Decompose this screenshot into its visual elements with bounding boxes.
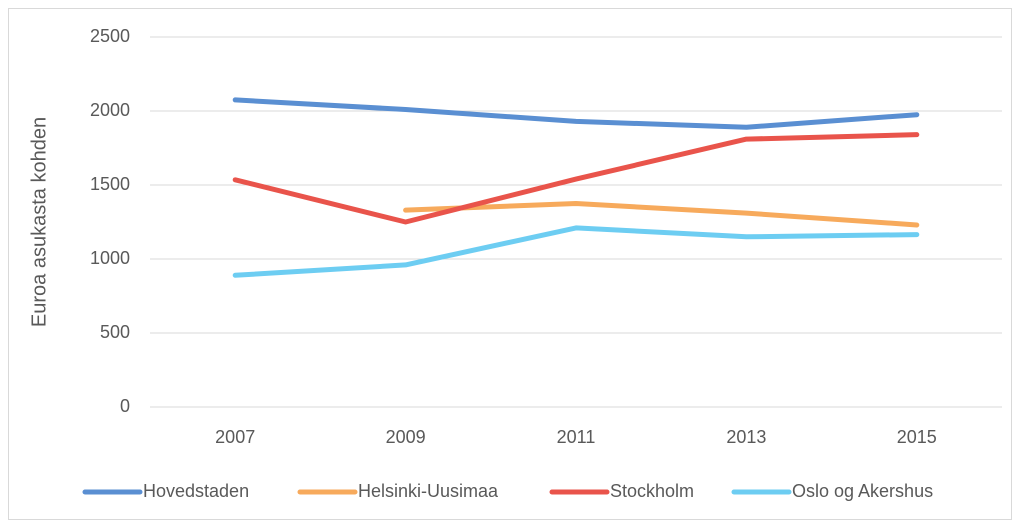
y-tick-label: 500 bbox=[100, 322, 130, 342]
x-tick-label: 2007 bbox=[215, 427, 255, 447]
line-series bbox=[403, 201, 920, 228]
x-tick-label: 2013 bbox=[726, 427, 766, 447]
line-series bbox=[232, 132, 920, 225]
legend-label: Helsinki-Uusimaa bbox=[358, 481, 499, 501]
y-tick-label: 2000 bbox=[90, 100, 130, 120]
line-series bbox=[232, 97, 920, 130]
y-tick-label: 1000 bbox=[90, 248, 130, 268]
x-tick-label: 2015 bbox=[897, 427, 937, 447]
legend-label: Hovedstaden bbox=[143, 481, 249, 501]
y-tick-label: 0 bbox=[120, 396, 130, 416]
y-tick-label: 2500 bbox=[90, 26, 130, 46]
x-tick-label: 2009 bbox=[386, 427, 426, 447]
legend-label: Oslo og Akershus bbox=[792, 481, 933, 501]
x-tick-label: 2011 bbox=[557, 427, 596, 447]
chart-border bbox=[8, 8, 1012, 520]
legend-label: Stockholm bbox=[610, 481, 694, 501]
line-series bbox=[232, 225, 920, 278]
y-axis-label: Euroa asukasta kohden bbox=[28, 117, 50, 327]
y-tick-label: 1500 bbox=[90, 174, 130, 194]
